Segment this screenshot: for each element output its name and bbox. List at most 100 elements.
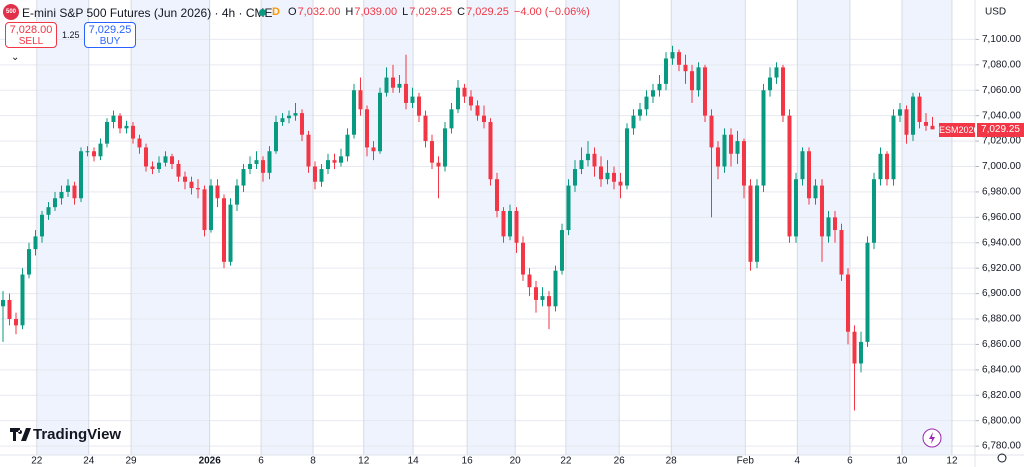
candle-body	[221, 198, 226, 262]
candle-body	[423, 115, 428, 142]
sell-button[interactable]: 7,028.00 SELL	[5, 22, 57, 48]
x-tick-label: 24	[83, 456, 95, 467]
sell-price: 7,028.00	[9, 24, 53, 36]
candle-body	[26, 249, 31, 275]
session-band	[131, 0, 210, 455]
y-tick-label: 6,960.00	[982, 212, 1021, 223]
ohlc-value: 7,032.00	[297, 6, 341, 18]
candle-body	[59, 191, 64, 199]
candle-body	[241, 169, 246, 186]
candle-body	[741, 141, 746, 186]
candle-body	[819, 185, 824, 237]
candle-body	[306, 134, 311, 167]
ohlc-label: C	[457, 6, 466, 18]
candle-body	[0, 299, 5, 307]
candle-body	[462, 87, 467, 97]
candle-body	[650, 90, 655, 97]
candle-body	[832, 217, 837, 231]
candle-body	[384, 77, 389, 93]
buy-label: BUY	[99, 36, 121, 47]
candle-body	[520, 242, 525, 275]
candle-body	[559, 230, 564, 271]
candle-body	[696, 67, 701, 91]
candle-body	[403, 83, 408, 103]
candle-body	[494, 179, 499, 211]
candle-body	[78, 151, 83, 199]
candle-body	[325, 160, 330, 170]
y-tick-label: 7,040.00	[982, 110, 1021, 121]
session-band	[261, 0, 314, 455]
candle-body	[345, 134, 350, 157]
collapse-chevron[interactable]: ⌄	[11, 52, 20, 63]
x-tick-label: 6	[847, 456, 853, 467]
candle-body	[579, 160, 584, 170]
x-tick-label: 4	[795, 456, 801, 467]
settings-icon[interactable]	[997, 453, 1007, 463]
candle-body	[852, 331, 857, 364]
y-tick-label: 6,880.00	[982, 314, 1021, 325]
symbol-price-tag: ESM2026	[939, 123, 979, 137]
candle-body	[871, 179, 876, 243]
candle-body	[39, 214, 44, 237]
candle-body	[156, 162, 161, 170]
candle-body	[481, 115, 486, 123]
candle-body	[410, 96, 415, 103]
y-tick-label: 6,840.00	[982, 364, 1021, 375]
candle-body	[150, 166, 155, 170]
x-tick-label: 14	[408, 456, 420, 467]
candle-body	[475, 105, 480, 116]
candle-body	[390, 77, 395, 88]
candle-body	[774, 67, 779, 78]
y-tick-label: 6,980.00	[982, 187, 1021, 198]
candle-body	[767, 77, 772, 91]
candle-body	[839, 230, 844, 275]
candle-body	[111, 115, 116, 123]
candle-body	[572, 169, 577, 186]
candle-body	[670, 52, 675, 59]
lightning-glyph	[929, 432, 935, 444]
candle-body	[46, 207, 51, 215]
candle-body	[397, 83, 402, 88]
y-tick-label: 6,860.00	[982, 339, 1021, 350]
candle-body	[631, 115, 636, 129]
session-band	[363, 0, 414, 455]
y-tick-label: 7,000.00	[982, 161, 1021, 172]
candle-body	[189, 181, 194, 189]
candle-body	[884, 153, 889, 180]
candle-body	[728, 134, 733, 154]
candle-body	[208, 185, 213, 231]
candle-body	[611, 172, 616, 182]
candle-body	[709, 115, 714, 148]
candle-body	[722, 134, 727, 167]
x-tick-label: Feb	[737, 456, 755, 467]
candle-body	[468, 96, 473, 106]
x-tick-label: 10	[896, 456, 908, 467]
candle-body	[657, 83, 662, 91]
x-tick-label: 28	[666, 456, 678, 467]
x-tick-label: 16	[462, 456, 474, 467]
candle-body	[104, 122, 109, 144]
candle-body	[793, 179, 798, 237]
session-band	[467, 0, 516, 455]
candle-body	[540, 296, 545, 300]
y-tick-label: 7,080.00	[982, 59, 1021, 70]
buy-button[interactable]: 7,029.25 BUY	[84, 22, 136, 48]
candle-body	[735, 141, 740, 154]
symbol-title[interactable]: E-mini S&P 500 Futures (Jun 2026) · 4h ·…	[22, 6, 273, 20]
candle-body	[124, 125, 129, 129]
candle-body	[878, 153, 883, 180]
x-tick-label: 2026	[199, 456, 222, 467]
candle-body	[891, 115, 896, 180]
candle-body	[858, 341, 863, 364]
candle-body	[130, 125, 135, 139]
candle-body	[202, 189, 207, 231]
y-tick-label: 6,940.00	[982, 237, 1021, 248]
candle-body	[299, 113, 304, 135]
candle-body	[683, 64, 688, 72]
candle-body	[338, 156, 343, 163]
candle-body	[592, 153, 597, 167]
candle-body	[429, 141, 434, 163]
ohlc-label: L	[402, 6, 409, 18]
candle-body	[488, 122, 493, 180]
